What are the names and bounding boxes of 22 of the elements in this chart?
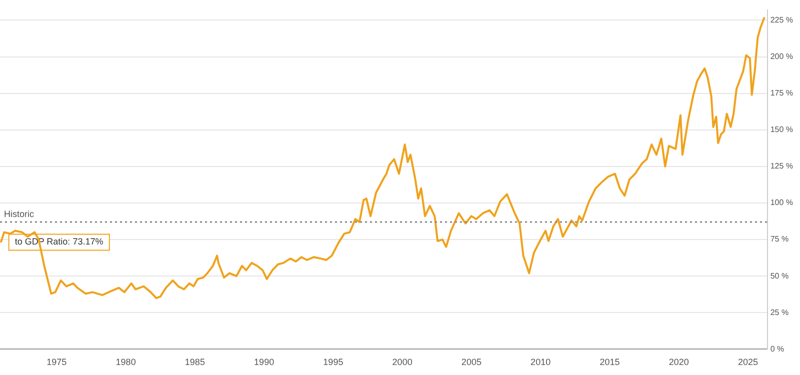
x-tick-label: 2015 <box>600 357 620 368</box>
y-tick-label: 100 % <box>770 198 794 208</box>
y-tick-label: 125 % <box>770 162 794 171</box>
y-tick-label: 200 % <box>770 52 794 61</box>
x-tick-label: 2025 <box>738 357 758 368</box>
ref-line-label: Historic <box>4 208 34 219</box>
y-tick-label: 0 % <box>770 344 784 354</box>
x-tick-label: 2010 <box>530 357 551 368</box>
x-tick-label: 1980 <box>116 357 136 368</box>
x-tick-label: 1975 <box>46 357 67 368</box>
x-tick-label: 2000 <box>392 357 412 368</box>
x-tick-label: 1985 <box>184 357 205 368</box>
x-tick-label: 1995 <box>323 357 344 368</box>
y-tick-label: 50 % <box>770 271 789 280</box>
y-tick-label: 150 % <box>770 125 794 134</box>
x-tick-label: 1990 <box>254 357 274 368</box>
y-tick-label: 175 % <box>770 88 794 98</box>
y-tick-label: 25 % <box>770 308 789 317</box>
y-tick-label: 225 % <box>770 15 794 24</box>
x-tick-label: 2020 <box>668 357 689 368</box>
x-tick-label: 2005 <box>461 357 482 368</box>
y-tick-label: 75 % <box>770 234 789 244</box>
